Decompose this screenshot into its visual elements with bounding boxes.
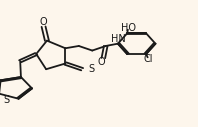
- Text: S: S: [3, 95, 9, 105]
- Text: HN: HN: [111, 34, 126, 44]
- Text: O: O: [97, 57, 105, 67]
- Text: HO: HO: [121, 23, 136, 33]
- Text: S: S: [88, 64, 94, 74]
- Text: O: O: [40, 17, 47, 27]
- Text: Cl: Cl: [144, 54, 153, 64]
